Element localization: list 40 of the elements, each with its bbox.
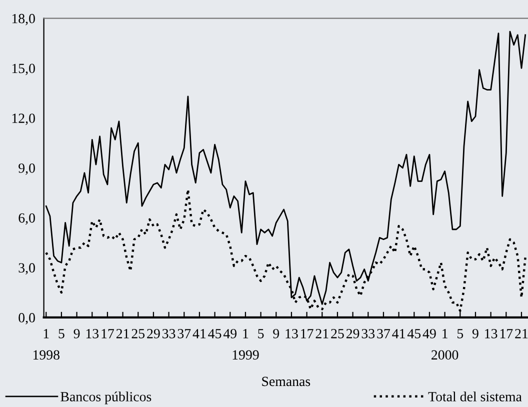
x-tick-label: 5 [58,329,64,338]
x-tick-label: 9 [472,329,478,338]
x-tick-label: 21 [515,329,528,338]
legend-label: Total del sistema [428,392,522,402]
y-tick-label: 15,0 [12,64,35,76]
x-tick-label: 5 [457,329,464,338]
x-tick-label: 13 [485,329,498,338]
x-tick-label: 9 [74,329,80,338]
x-tick-label: 33 [162,329,176,338]
x-tick-label: 29 [346,329,360,338]
x-tick-label: 13 [286,329,298,338]
x-axis-title: Semanas [262,376,310,386]
x-tick-label: 49 [223,329,237,338]
x-tick-label: 37 [377,329,390,338]
x-tick-label: 41 [392,329,405,338]
x-tick-label: 9 [273,329,280,338]
x-tick-label: 25 [331,329,344,338]
x-tick-label: 17 [102,329,114,338]
x-tick-label: 21 [116,329,129,338]
x-tick-label: 5 [258,329,264,338]
legend-label: Bancos públicos [60,392,152,404]
y-tick-label: 9,0 [18,163,35,175]
x-tick-label: 45 [208,329,222,338]
y-tick-label: 12,0 [12,114,35,125]
x-tick-label: 17 [500,329,513,338]
x-tick-label: 13 [86,329,99,338]
y-tick-label: 18,0 [12,14,35,26]
y-tick-label: 3,0 [18,263,35,275]
x-tick-label: 21 [316,329,328,338]
x-tick-label: 49 [422,329,436,338]
y-tick-label: 6,0 [18,213,35,225]
y-tick-label: 0,0 [18,313,35,324]
x-tick-label: 37 [178,329,191,338]
x-tick-label: 33 [362,329,375,338]
x-tick-label: 41 [192,329,206,338]
x-tick-label: 25 [132,329,145,338]
x-tick-label: 1 1998 [33,329,60,360]
x-tick-label: 17 [301,329,314,338]
x-tick-label: 29 [147,329,160,338]
x-tick-label: 45 [407,329,421,338]
